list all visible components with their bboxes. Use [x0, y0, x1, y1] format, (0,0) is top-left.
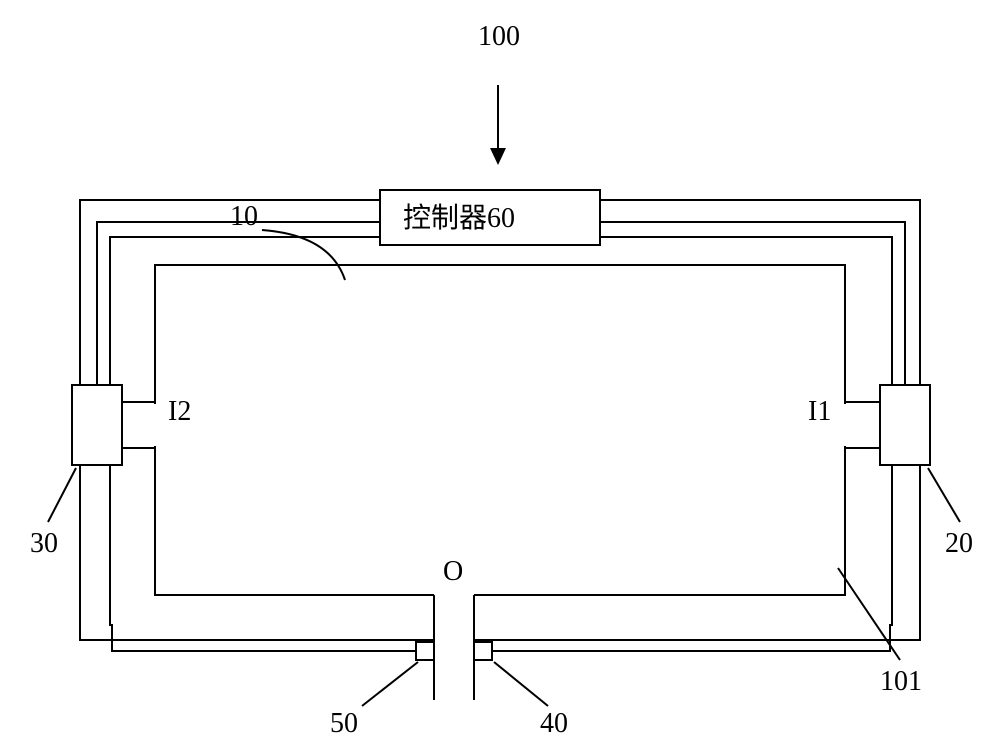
label-50: 50: [330, 708, 358, 739]
label-o: O: [443, 556, 463, 587]
leader-30: [48, 468, 76, 522]
label-100: 100: [478, 21, 520, 52]
arrow-down-icon: [490, 85, 506, 165]
label-i2: I2: [168, 396, 191, 427]
sensor-40: [474, 642, 492, 660]
label-i1: I1: [808, 396, 831, 427]
label-10: 10: [230, 201, 258, 232]
wire-left: [97, 222, 380, 385]
leader-40: [494, 662, 548, 706]
diagram-canvas: 100 控制器60 I2 I1 O 10 30 20 101: [0, 0, 1000, 752]
controller-label: 控制器60: [403, 202, 515, 234]
label-101: 101: [880, 666, 922, 697]
leader-20: [928, 468, 960, 522]
wire-sensor-right: [492, 237, 892, 651]
sensor-50: [416, 642, 434, 660]
leader-50: [362, 662, 418, 706]
leader-101: [838, 568, 900, 660]
inner-frame: [155, 265, 845, 595]
right-block: [880, 385, 930, 465]
left-block: [72, 385, 122, 465]
wire-right: [600, 222, 905, 385]
label-30: 30: [30, 528, 58, 559]
label-40: 40: [540, 708, 568, 739]
label-20: 20: [945, 528, 973, 559]
